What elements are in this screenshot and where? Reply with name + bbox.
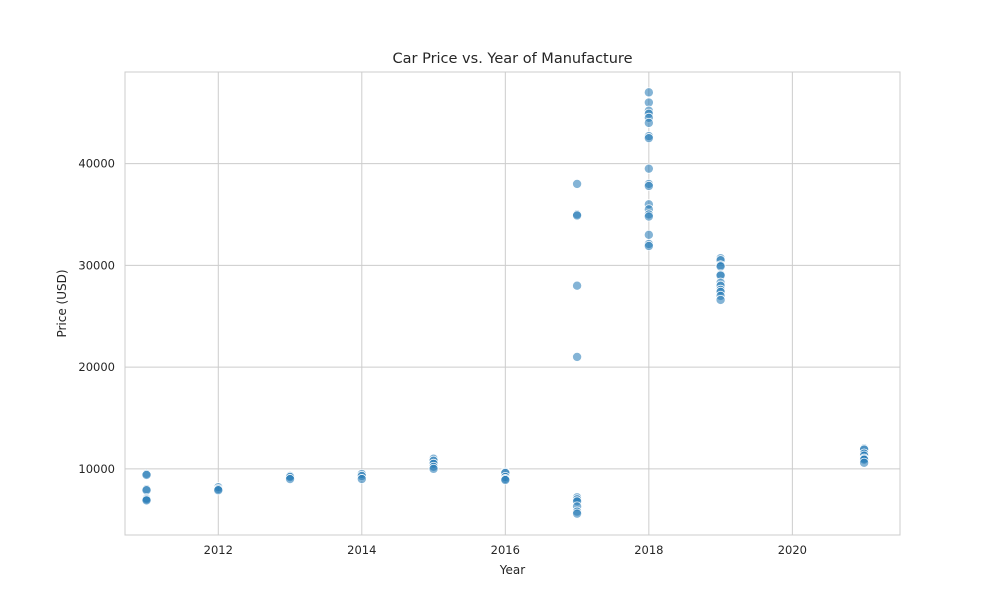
data-point	[572, 351, 583, 362]
y-tick-label: 40000	[78, 157, 115, 171]
data-point	[428, 463, 439, 474]
grid-layer	[125, 72, 900, 535]
data-point	[572, 210, 583, 221]
data-point	[643, 87, 654, 98]
y-axis-label: Price (USD)	[55, 269, 69, 337]
data-point	[141, 495, 152, 506]
x-tick-label: 2014	[347, 543, 376, 557]
data-point	[572, 508, 583, 519]
data-point	[715, 294, 726, 305]
x-tick-label: 2018	[634, 543, 663, 557]
data-point	[356, 474, 367, 485]
data-point	[572, 280, 583, 291]
x-axis-label: Year	[499, 563, 525, 577]
y-tick-label: 10000	[78, 462, 115, 476]
y-tick-label: 20000	[78, 360, 115, 374]
data-point	[643, 163, 654, 174]
data-point	[643, 241, 654, 252]
data-point	[643, 133, 654, 144]
points-layer	[141, 87, 870, 519]
x-tick-label: 2016	[491, 543, 520, 557]
data-point	[285, 474, 296, 485]
data-point	[572, 178, 583, 189]
data-point	[643, 229, 654, 240]
plot-frame	[124, 71, 901, 536]
data-point	[141, 469, 152, 480]
data-point	[500, 475, 511, 486]
chart-title: Car Price vs. Year of Manufacture	[393, 51, 633, 67]
x-tick-label: 2012	[204, 543, 233, 557]
data-point	[643, 117, 654, 128]
x-tick-label: 2020	[778, 543, 807, 557]
data-point	[643, 211, 654, 222]
ticks-layer: 2012 2014 2016 2018 2020 10000 20000 30000 40000	[78, 157, 807, 557]
data-point	[213, 485, 224, 496]
data-point	[643, 180, 654, 191]
data-point	[859, 457, 870, 468]
y-tick-label: 30000	[78, 258, 115, 272]
